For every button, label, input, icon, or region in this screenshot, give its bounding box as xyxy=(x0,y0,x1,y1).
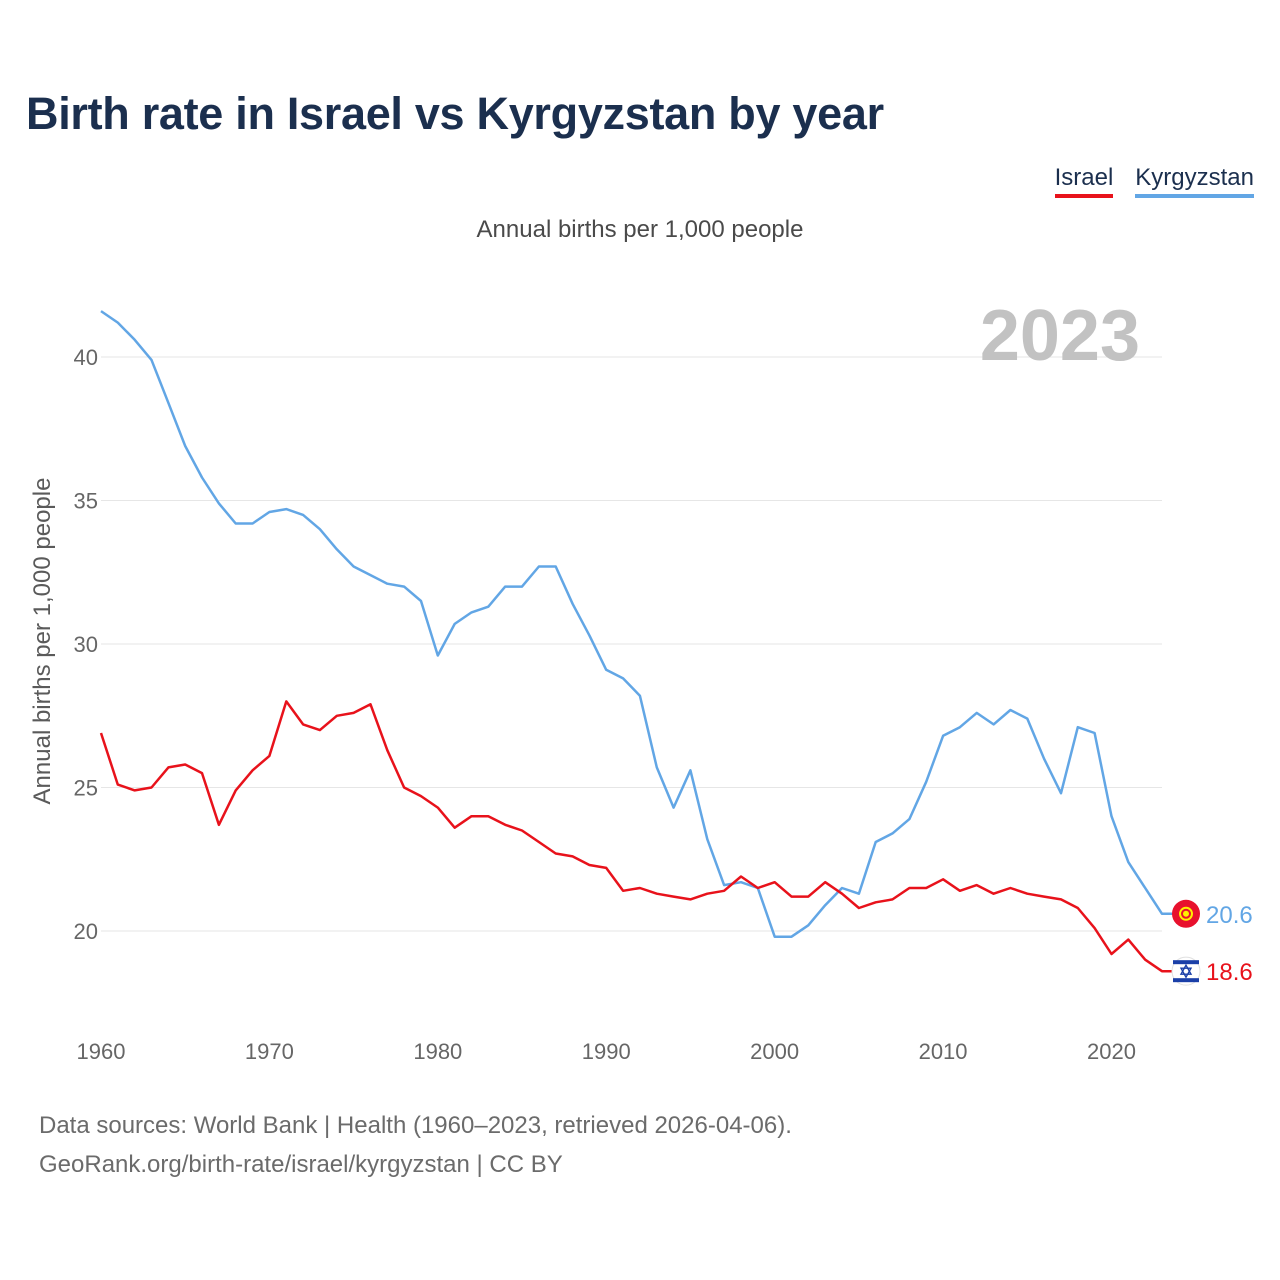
end-labels: 20.6 18.6 xyxy=(1171,899,1253,986)
x-axis-ticks: 1960 1970 1980 1990 2000 2010 2020 xyxy=(77,1039,1136,1064)
legend-israel[interactable]: Israel xyxy=(1054,164,1114,198)
y-tick-label: 30 xyxy=(74,632,98,657)
y-tick-label: 25 xyxy=(74,776,98,801)
legend-kyrgyzstan[interactable]: Kyrgyzstan xyxy=(1135,164,1254,198)
y-tick-label: 35 xyxy=(74,489,98,514)
x-tick-label: 1980 xyxy=(413,1039,462,1064)
y-tick-label: 40 xyxy=(74,345,98,370)
kyrgyzstan-flag-icon xyxy=(1172,899,1200,928)
footer: Data sources: World Bank | Health (1960–… xyxy=(39,1106,792,1184)
y-tick-label: 20 xyxy=(74,919,98,944)
end-value-israel: 18.6 xyxy=(1206,959,1253,986)
x-tick-label: 1960 xyxy=(77,1039,126,1064)
x-tick-label: 2010 xyxy=(919,1039,968,1064)
y-axis-ticks: 20 25 30 35 40 xyxy=(74,345,98,944)
x-tick-label: 1990 xyxy=(582,1039,631,1064)
chart-subtitle: Annual births per 1,000 people xyxy=(476,216,804,243)
x-tick-label: 2020 xyxy=(1087,1039,1136,1064)
legend: Israel Kyrgyzstan xyxy=(1054,164,1254,198)
series-lines xyxy=(99,310,1187,973)
chart-title: Birth rate in Israel vs Kyrgyzstan by ye… xyxy=(26,88,884,139)
current-year-label: 2023 xyxy=(980,296,1140,376)
series-line-israel xyxy=(99,700,1187,973)
data-sources: Data sources: World Bank | Health (1960–… xyxy=(39,1112,792,1139)
x-tick-label: 1970 xyxy=(245,1039,294,1064)
source-link[interactable]: GeoRank.org/birth-rate/israel/kyrgyzstan… xyxy=(39,1151,563,1178)
series-line-kyrgyzstan xyxy=(100,310,1187,938)
x-tick-label: 2000 xyxy=(750,1039,799,1064)
end-value-kyrgyzstan: 20.6 xyxy=(1206,902,1253,929)
israel-flag-icon xyxy=(1171,956,1201,986)
y-axis-label: Annual births per 1,000 people xyxy=(29,478,56,805)
grid-lines xyxy=(101,356,1162,932)
